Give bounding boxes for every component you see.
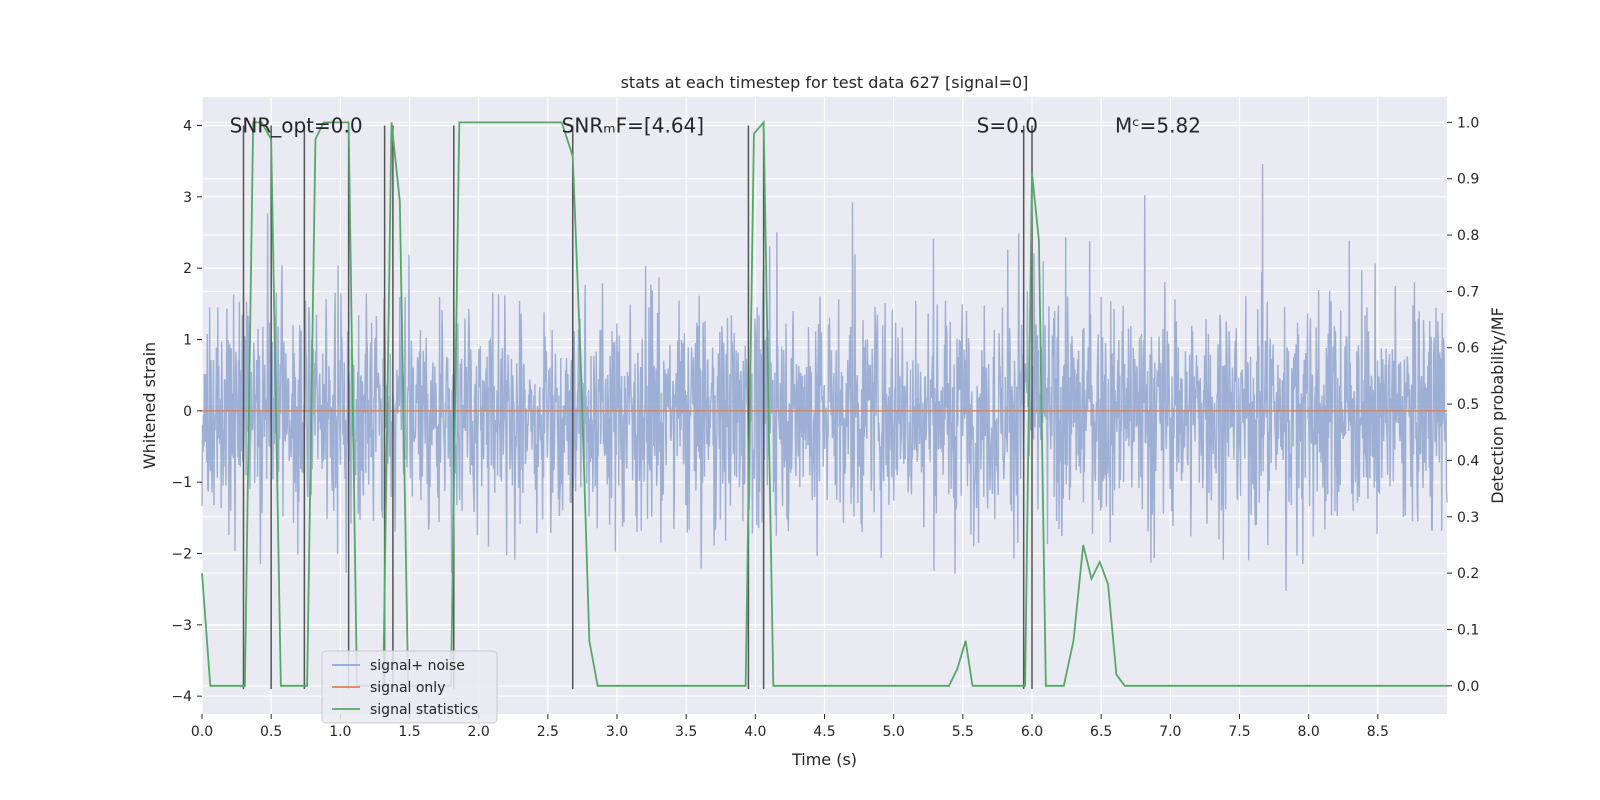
x-tick-label: 3.5	[675, 724, 697, 740]
x-tick-label: 3.0	[606, 724, 628, 740]
x-tick-label: 8.5	[1367, 724, 1389, 740]
x-tick-label: 4.5	[813, 724, 835, 740]
y-axis-left-ticks: −4 −3 −2 −1 0 1 2 3 4	[171, 119, 202, 705]
x-tick-label: 6.0	[1021, 724, 1043, 740]
x-tick-label: 2.5	[537, 724, 559, 740]
legend-entry: signal statistics	[370, 702, 478, 718]
annotation: SNRₘF=[4.64]	[562, 114, 704, 138]
y-tick-label: 3	[183, 190, 192, 206]
signal-statistics-line	[201, 119, 1447, 687]
annotation: S=0.0	[977, 114, 1038, 138]
chart-title: stats at each timestep for test data 627…	[621, 73, 1029, 92]
x-tick-label: 2.0	[468, 724, 490, 740]
y-right-tick-label: 0.9	[1457, 172, 1479, 188]
annotation: SNR_opt=0.0	[230, 114, 363, 138]
y-right-tick-label: 0.0	[1457, 679, 1479, 695]
legend-entry: signal only	[370, 680, 445, 696]
y-tick-label: 2	[183, 261, 192, 277]
x-tick-label: 0.0	[191, 724, 213, 740]
y-right-tick-label: 0.8	[1457, 228, 1479, 244]
legend-entry: signal+ noise	[370, 658, 465, 674]
signal-noise-line	[201, 163, 1448, 591]
x-tick-label: 5.5	[952, 724, 974, 740]
x-tick-label: 0.5	[260, 724, 282, 740]
x-tick-label: 8.0	[1298, 724, 1320, 740]
y-right-tick-label: 0.3	[1457, 510, 1479, 526]
x-tick-label: 1.0	[329, 724, 351, 740]
signal-noise-series	[201, 163, 1448, 591]
y-tick-label: −4	[171, 689, 192, 705]
y-right-tick-label: 0.2	[1457, 566, 1479, 582]
y-tick-label: −3	[171, 618, 192, 634]
annotations: SNR_opt=0.0 SNRₘF=[4.64] S=0.0 Mᶜ=5.82	[230, 114, 1201, 138]
y-right-tick-label: 0.1	[1457, 622, 1479, 638]
x-axis-label: Time (s)	[791, 750, 857, 769]
y-right-tick-label: 0.7	[1457, 284, 1479, 300]
y-right-tick-label: 0.5	[1457, 397, 1479, 413]
legend: signal+ noise signal only signal statistic…	[321, 650, 498, 724]
y-tick-label: 0	[183, 404, 192, 420]
y-tick-label: −2	[171, 547, 192, 563]
x-axis-ticks: 0.0 0.5 1.0 1.5 2.0 2.5 3.0 3.5 4.0 4.5 5.0 5.5 6.0 6…	[191, 714, 1389, 740]
x-tick-label: 6.5	[1090, 724, 1112, 740]
x-tick-label: 5.0	[883, 724, 905, 740]
y-right-tick-label: 0.4	[1457, 453, 1479, 469]
legend-box	[321, 650, 498, 724]
y-right-tick-label: 0.6	[1457, 341, 1479, 357]
y-tick-label: 1	[183, 333, 192, 349]
x-tick-label: 7.0	[1159, 724, 1181, 740]
annotation: Mᶜ=5.82	[1115, 114, 1201, 138]
y-tick-label: −1	[171, 475, 192, 491]
y-tick-label: 4	[183, 119, 192, 135]
x-tick-label: 4.0	[744, 724, 766, 740]
y-right-tick-label: 1.0	[1457, 115, 1479, 131]
y-axis-right-label: Detection probability/MF	[1488, 307, 1507, 504]
x-tick-label: 7.5	[1228, 724, 1250, 740]
vertical-markers	[242, 125, 1033, 690]
y-axis-right-ticks: 0.0 0.1 0.2 0.3 0.4 0.5 0.6 0.7 0.8 0.9 1.0	[1447, 115, 1479, 695]
signal-statistics-series	[201, 119, 1447, 687]
x-tick-label: 1.5	[398, 724, 420, 740]
y-axis-label: Whitened strain	[140, 342, 159, 469]
